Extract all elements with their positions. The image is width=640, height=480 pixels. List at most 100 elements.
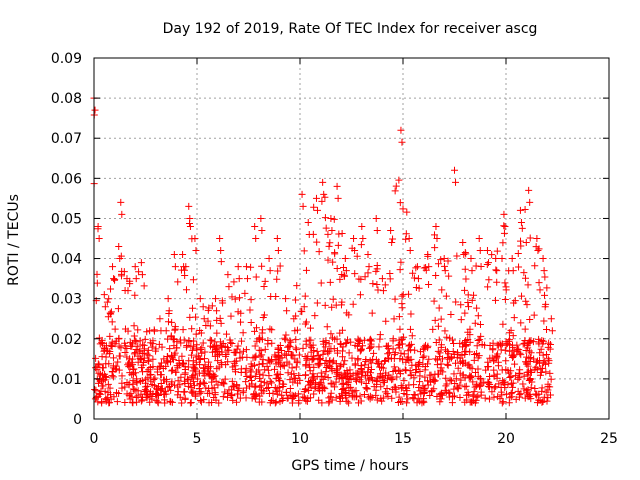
data-point: [208, 337, 216, 345]
data-point: [525, 339, 533, 347]
data-point: [192, 247, 200, 255]
data-point: [219, 393, 227, 401]
data-point: [234, 263, 242, 271]
data-point: [441, 386, 449, 394]
data-point: [412, 264, 420, 272]
data-point: [243, 353, 251, 361]
data-point: [205, 385, 213, 393]
data-point: [291, 375, 299, 383]
data-point: [526, 358, 534, 366]
data-point: [511, 360, 519, 368]
x-tick-label: 15: [394, 431, 412, 447]
data-point: [218, 361, 226, 369]
data-point: [265, 255, 273, 263]
data-point: [129, 365, 137, 373]
data-point: [508, 389, 516, 397]
data-point: [410, 391, 418, 399]
data-point: [118, 210, 126, 218]
data-point: [378, 275, 386, 283]
data-point: [433, 392, 441, 400]
data-point: [355, 370, 363, 378]
data-point: [225, 386, 233, 394]
data-point: [310, 203, 318, 211]
data-point: [138, 364, 146, 372]
data-point: [166, 397, 174, 405]
data-point: [132, 338, 140, 346]
data-point: [327, 330, 335, 338]
data-point: [189, 304, 197, 312]
data-point: [362, 355, 370, 363]
data-point: [313, 372, 321, 380]
data-point: [284, 343, 292, 351]
data-point: [341, 357, 349, 365]
data-point: [332, 394, 340, 402]
data-point: [465, 391, 473, 399]
data-point: [318, 373, 326, 381]
data-point: [488, 354, 496, 362]
data-point: [440, 255, 448, 263]
data-point: [448, 353, 456, 361]
data-point: [485, 395, 493, 403]
data-point: [239, 347, 247, 355]
data-point: [535, 279, 543, 287]
data-point: [130, 332, 138, 340]
data-point: [144, 346, 152, 354]
data-point: [539, 397, 547, 405]
data-point: [110, 276, 118, 284]
data-point: [242, 364, 250, 372]
data-point: [350, 235, 358, 242]
data-point: [461, 309, 469, 317]
data-point: [505, 337, 513, 345]
data-point: [445, 350, 453, 358]
data-point: [92, 354, 100, 362]
data-point: [390, 383, 398, 391]
data-point: [331, 250, 339, 258]
data-point: [355, 340, 363, 348]
data-point: [251, 222, 259, 230]
data-point: [125, 391, 133, 399]
data-point: [110, 275, 118, 283]
data-point: [95, 235, 103, 242]
data-point: [200, 379, 208, 387]
data-point: [375, 343, 383, 351]
data-point: [422, 266, 430, 274]
data-point: [359, 342, 367, 350]
data-point: [346, 372, 354, 380]
data-point: [131, 336, 139, 344]
data-point: [432, 355, 440, 363]
data-point: [328, 226, 336, 234]
data-point: [518, 224, 526, 232]
data-point: [544, 343, 552, 351]
data-point: [463, 396, 471, 404]
data-point: [274, 345, 282, 353]
data-point: [183, 375, 191, 383]
data-point: [397, 349, 405, 357]
data-point: [292, 363, 300, 371]
data-point: [153, 368, 161, 376]
data-point: [370, 349, 378, 357]
data-point: [138, 377, 146, 385]
data-point: [437, 256, 445, 264]
data-point: [403, 208, 411, 216]
data-point: [98, 399, 106, 407]
data-point: [278, 391, 286, 399]
data-point: [329, 380, 337, 388]
y-tick-label: 0.04: [51, 252, 82, 268]
data-point: [474, 392, 482, 400]
data-point: [155, 340, 163, 348]
data-point: [525, 368, 533, 376]
data-point: [115, 243, 123, 251]
data-point: [522, 274, 530, 282]
data-point: [338, 230, 346, 238]
data-point: [323, 323, 331, 331]
data-point: [131, 263, 139, 271]
data-point: [466, 331, 474, 339]
data-point: [272, 360, 280, 368]
data-point: [526, 198, 534, 206]
data-point: [314, 351, 322, 359]
data-point: [154, 398, 162, 406]
data-point: [281, 350, 289, 358]
y-tick-label: 0.07: [51, 131, 82, 147]
data-point: [143, 350, 151, 358]
